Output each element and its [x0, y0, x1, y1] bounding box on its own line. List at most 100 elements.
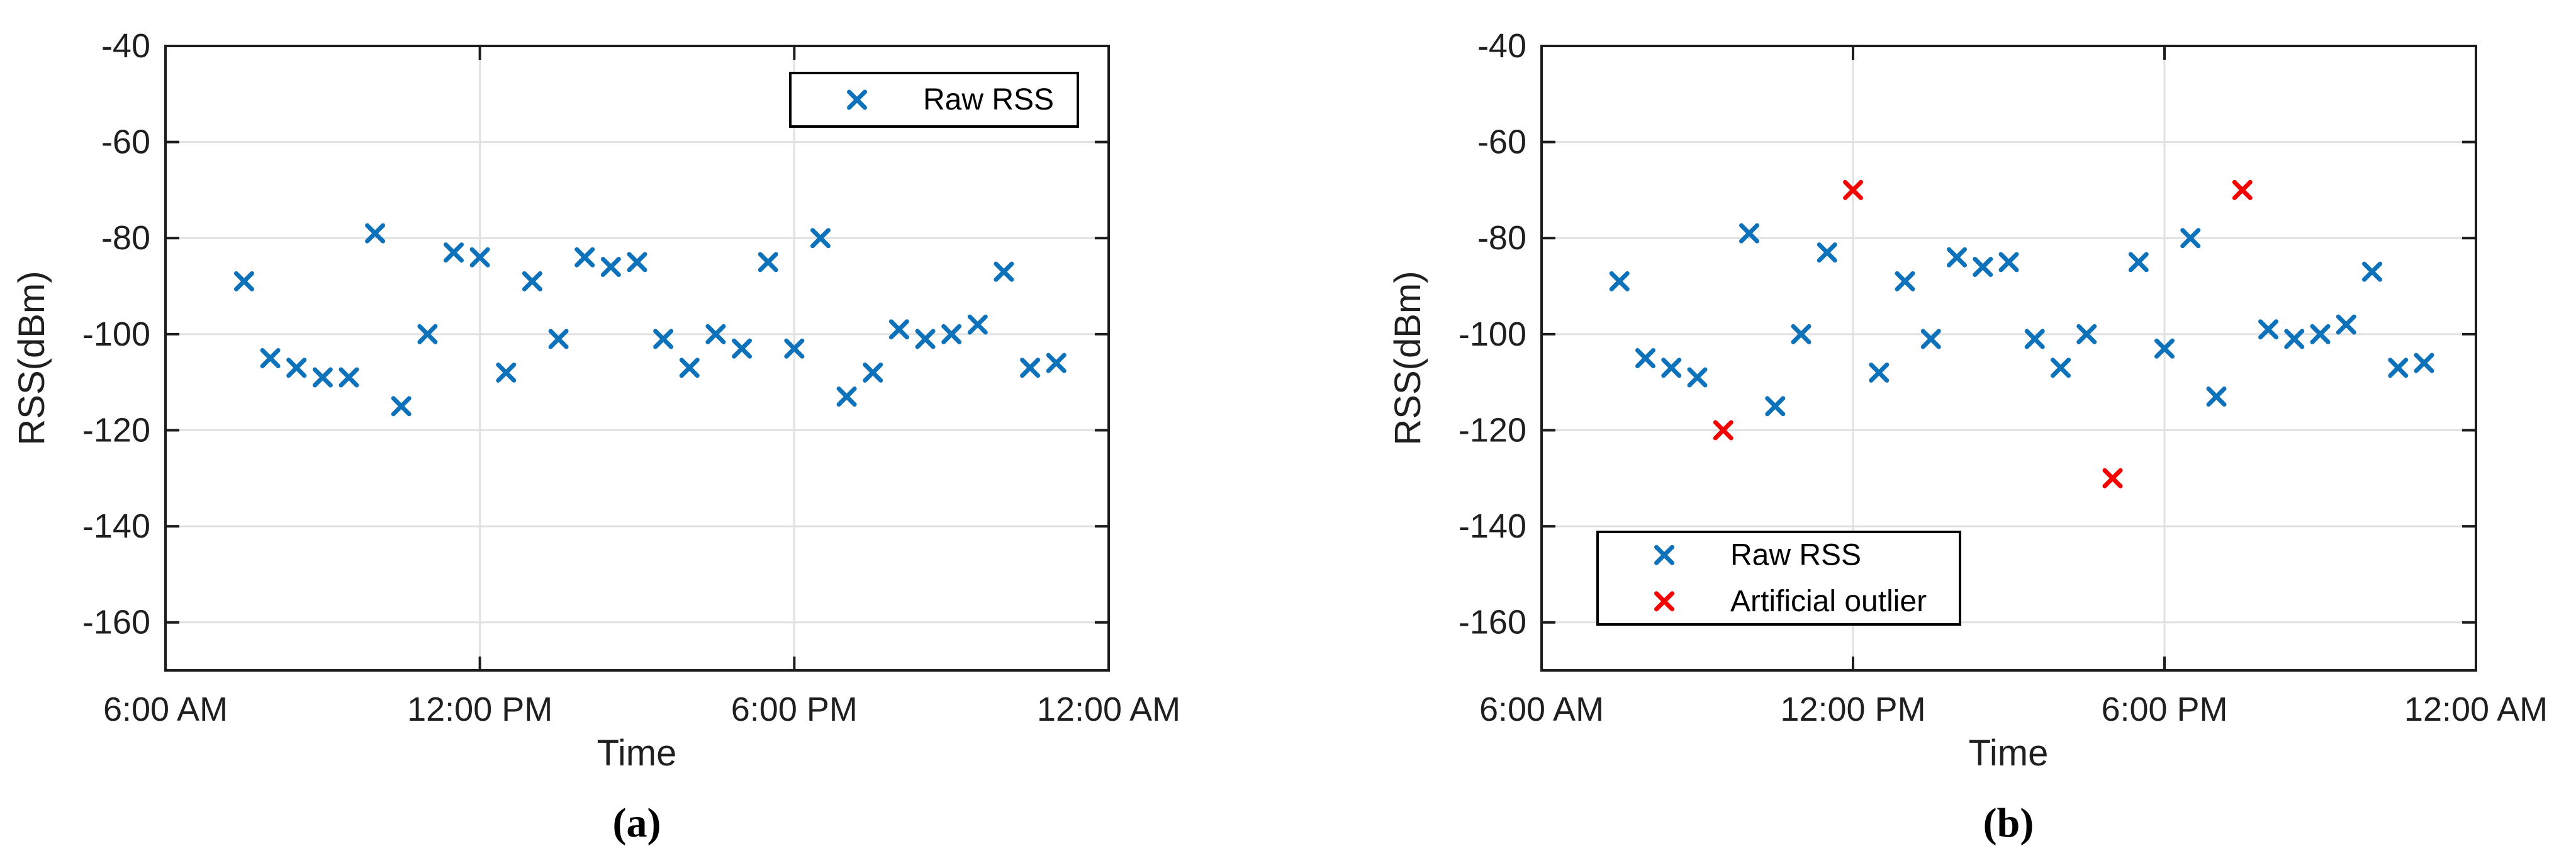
axes-frame	[164, 45, 1110, 672]
raw-rss-marker	[1869, 362, 1890, 383]
axes-frame	[1540, 45, 2477, 672]
raw-rss-marker	[548, 329, 569, 349]
raw-rss-marker	[444, 242, 464, 263]
raw-rss-marker	[496, 362, 517, 383]
y-tick-label: -60	[1477, 123, 1526, 161]
raw-rss-marker	[1998, 252, 2019, 273]
raw-rss-marker	[1687, 367, 1708, 388]
raw-rss-marker	[2076, 324, 2097, 344]
raw-rss-marker	[758, 252, 778, 273]
raw-rss-marker	[574, 247, 595, 268]
y-axis-label-b: RSS(dBm)	[1387, 271, 1428, 445]
y-tick-label: -80	[1477, 219, 1526, 257]
raw-rss-marker	[391, 396, 412, 417]
y-tick-label: -140	[82, 507, 150, 545]
raw-rss-marker	[653, 329, 674, 349]
raw-rss-marker	[679, 358, 700, 378]
raw-rss-marker	[627, 252, 647, 273]
y-tick-label: -80	[101, 219, 150, 257]
raw-rss-marker	[417, 324, 438, 344]
raw-rss-marker	[2154, 338, 2175, 359]
y-tick-label: -160	[82, 604, 150, 641]
plot-a-generated-layer: 6:00 AM 12:00 PM 6:00 PM 12:00 AM -160 -140 -1…	[82, 27, 1180, 728]
raw-rss-marker	[1817, 242, 1837, 263]
raw-rss-marker	[1635, 348, 1655, 368]
raw-rss-marker	[2414, 353, 2434, 373]
raw-rss-marker	[2336, 314, 2356, 335]
raw-rss-marker	[2024, 329, 2045, 349]
raw-rss-marker	[994, 261, 1014, 282]
legend-label: Raw RSS	[1730, 538, 1861, 572]
x-tick-label: 12:00 AM	[2404, 691, 2548, 728]
y-tick-label: -40	[101, 27, 150, 65]
x-tick-label: 6:00 AM	[103, 691, 228, 728]
raw-rss-marker	[1661, 358, 1682, 378]
y-axis-label-a: RSS(dBm)	[11, 271, 52, 445]
raw-rss-marker	[522, 271, 542, 291]
x-tick-label: 6:00 PM	[2101, 691, 2227, 728]
y-tick-label: -60	[101, 123, 150, 161]
y-tick-label: -120	[82, 411, 150, 449]
raw-rss-marker	[233, 271, 254, 291]
raw-rss-marker	[2284, 329, 2305, 349]
raw-rss-marker	[732, 338, 753, 359]
caption-b: (b)	[1983, 800, 2034, 846]
x-tick-label: 12:00 PM	[1780, 691, 1925, 728]
raw-rss-marker	[2128, 252, 2149, 273]
y-tick-label: -140	[1459, 507, 1526, 545]
raw-rss-marker	[1739, 223, 1759, 244]
legend-raw-rss-marker	[847, 89, 867, 110]
raw-rss-marker	[2362, 261, 2382, 282]
legend-label: Raw RSS	[923, 83, 1054, 116]
x-axis-label-a: Time	[597, 733, 677, 774]
y-tick-label: -160	[1459, 604, 1526, 641]
x-tick-label: 6:00 AM	[1479, 691, 1604, 728]
raw-rss-marker	[888, 319, 909, 340]
raw-rss-marker	[1765, 396, 1786, 417]
artificial-outlier-marker	[2232, 179, 2253, 200]
y-tick-label: -100	[1459, 315, 1526, 353]
raw-rss-marker	[2310, 324, 2331, 344]
raw-rss-marker	[915, 329, 936, 349]
raw-rss-marker	[1020, 358, 1041, 378]
raw-rss-marker	[2051, 358, 2071, 378]
legend-box	[789, 72, 1079, 128]
caption-a: (a)	[613, 800, 661, 846]
y-tick-label: -40	[1477, 27, 1526, 65]
raw-rss-marker	[2206, 386, 2227, 407]
raw-rss-marker	[967, 314, 988, 335]
raw-rss-marker	[2258, 319, 2278, 340]
raw-rss-marker	[600, 257, 621, 278]
raw-rss-marker	[1947, 247, 1967, 268]
x-tick-label: 12:00 PM	[407, 691, 552, 728]
raw-rss-marker	[1609, 271, 1630, 291]
legend-label: Artificial outlier	[1730, 585, 1927, 618]
x-tick-label: 6:00 PM	[731, 691, 858, 728]
legend-artificial-outlier-marker	[1654, 591, 1674, 612]
raw-rss-marker	[810, 228, 831, 249]
raw-rss-marker	[286, 358, 307, 378]
artificial-outlier-marker	[1843, 179, 1863, 200]
raw-rss-marker	[705, 324, 726, 344]
artificial-outlier-marker	[1713, 420, 1733, 441]
raw-rss-marker	[312, 367, 333, 388]
raw-rss-marker	[260, 348, 281, 368]
raw-rss-marker	[2388, 358, 2409, 378]
raw-rss-marker	[863, 362, 883, 383]
raw-rss-marker	[784, 338, 805, 359]
y-tick-label: -100	[82, 315, 150, 353]
raw-rss-marker	[1920, 329, 1941, 349]
raw-rss-marker	[2180, 228, 2201, 249]
raw-rss-marker	[1973, 257, 1993, 278]
x-tick-label: 12:00 AM	[1037, 691, 1180, 728]
raw-rss-marker	[365, 223, 386, 244]
raw-rss-marker	[469, 247, 490, 268]
legend-raw-rss-marker	[1654, 544, 1674, 565]
raw-rss-marker	[941, 324, 962, 344]
raw-rss-marker	[1046, 353, 1067, 373]
raw-rss-marker	[339, 367, 359, 388]
plot-b-generated-layer: 6:00 AM 12:00 PM 6:00 PM 12:00 AM -160 -140 -1…	[1459, 27, 2548, 728]
artificial-outlier-marker	[2102, 468, 2123, 488]
